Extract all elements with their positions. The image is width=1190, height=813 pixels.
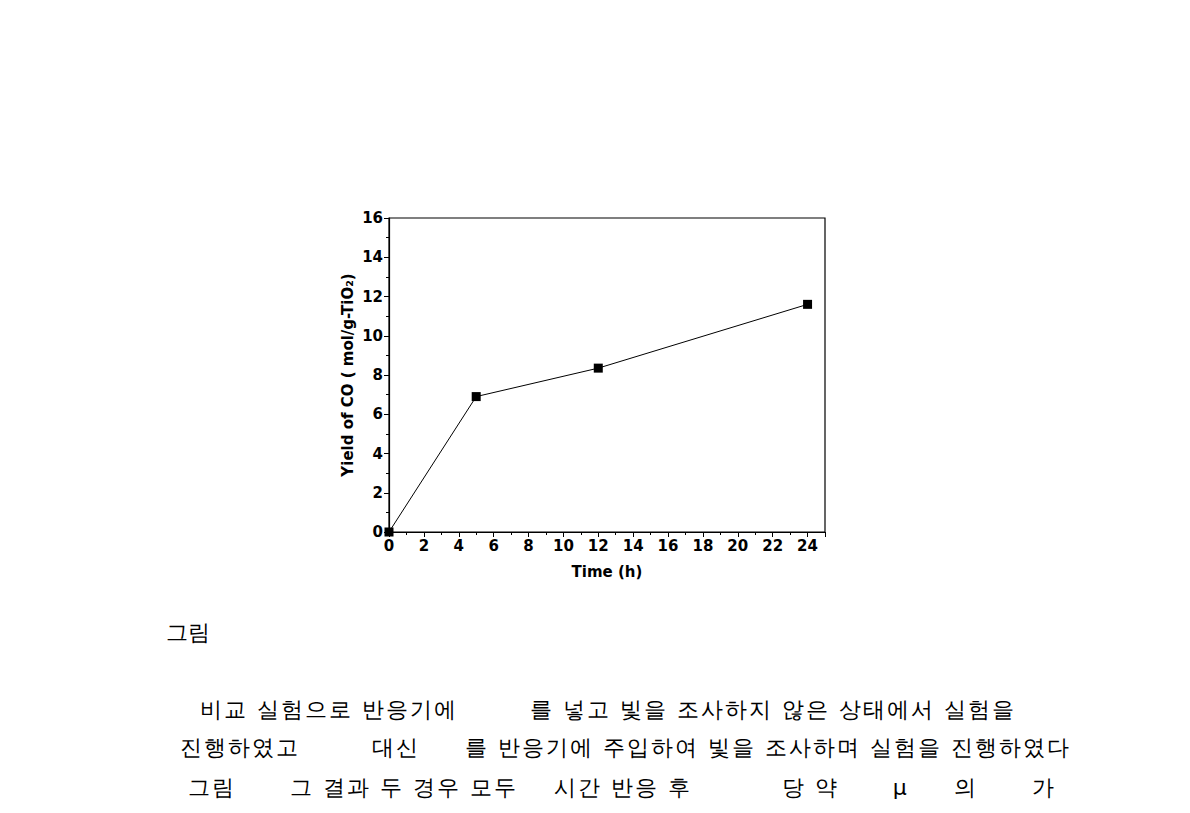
svg-text:2: 2	[419, 537, 429, 555]
svg-text:8: 8	[373, 366, 383, 384]
svg-text:24: 24	[797, 537, 818, 555]
svg-text:12: 12	[588, 537, 609, 555]
svg-text:6: 6	[373, 405, 383, 423]
svg-text:Time (h): Time (h)	[572, 563, 643, 581]
svg-text:0: 0	[373, 523, 383, 541]
svg-text:6: 6	[488, 537, 498, 555]
svg-text:Yield of CO ( mol/g-TiO₂): Yield of CO ( mol/g-TiO₂)	[339, 273, 357, 477]
html-text:비교 실험으로 반응기에 를 넣고 빛을 조사하지 않은 상: 비교 실험으로 반응기에 를 넣고 빛을 조사하지 않은 상태에서 실험을	[200, 697, 1016, 722]
svg-text:0: 0	[384, 537, 394, 555]
svg-text:10: 10	[553, 537, 574, 555]
svg-text:4: 4	[373, 445, 383, 463]
svg-text:12: 12	[362, 288, 383, 306]
svg-text:16: 16	[362, 209, 383, 227]
svg-text:18: 18	[692, 537, 713, 555]
html-text:진행하였고 대신 를 반응기에 주입하여 빛을 조사하며 실: 진행하였고 대신 를 반응기에 주입하여 빛을 조사하며 실험을 진행하였다	[180, 735, 1071, 760]
html-text:그림 그 결과 두 경우 모두 시간 반응 후 당 약 μ: 그림 그 결과 두 경우 모두 시간 반응 후 당 약 μ 의 가	[188, 775, 1056, 800]
html-text:그림: 그림	[166, 620, 210, 645]
svg-text:8: 8	[523, 537, 533, 555]
svg-text:4: 4	[454, 537, 464, 555]
svg-text:14: 14	[362, 248, 383, 266]
svg-text:2: 2	[373, 484, 383, 502]
svg-text:14: 14	[623, 537, 644, 555]
svg-text:10: 10	[362, 327, 383, 345]
svg-text:20: 20	[727, 537, 748, 555]
svg-text:22: 22	[762, 537, 783, 555]
svg-text:16: 16	[658, 537, 679, 555]
